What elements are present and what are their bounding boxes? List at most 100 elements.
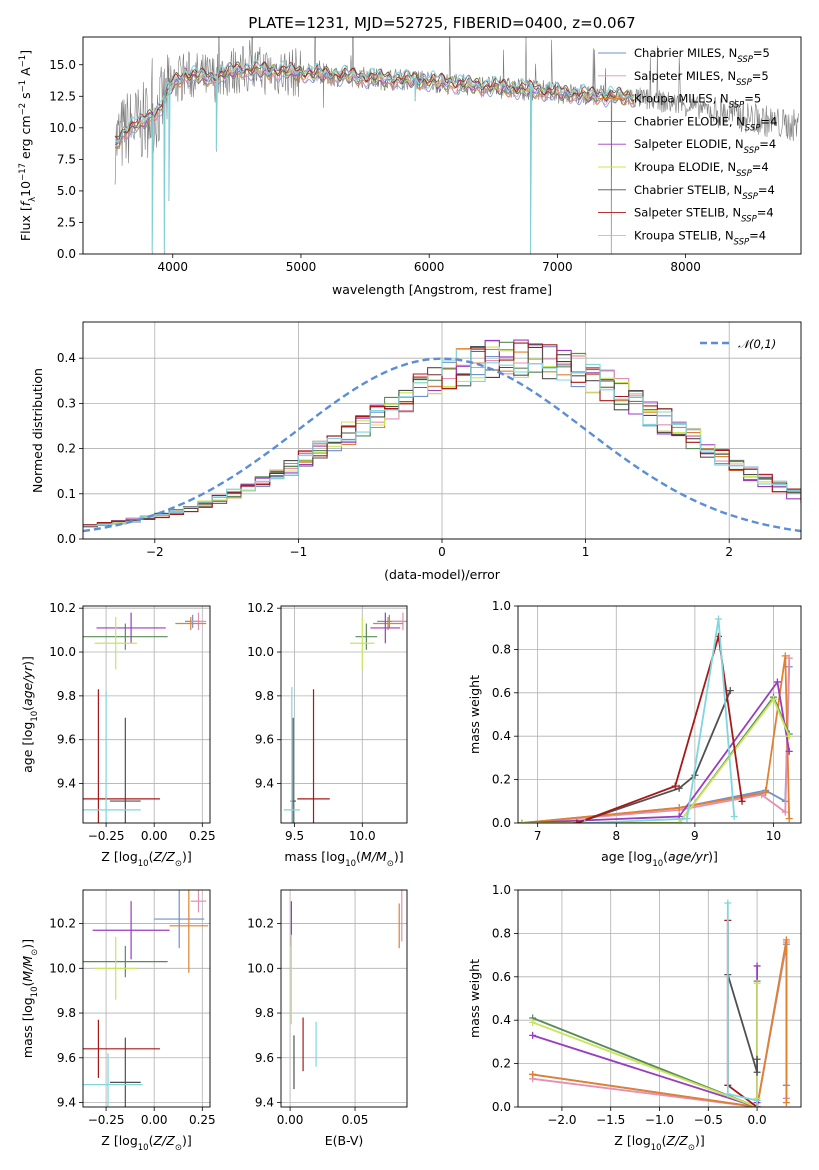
mass-vs-ebv-ytick-label-1: 9.6	[255, 1051, 274, 1065]
weight-vs-z-frame	[517, 889, 802, 1108]
histogram-kroupa_elodie	[83, 346, 801, 526]
weight-vs-z-ytick-label-0: 0.0	[492, 1100, 511, 1114]
weight-vs-z-marker-kroupa_stelib-1	[724, 1090, 732, 1098]
age-vs-z-xtick-label-2: 0.25	[189, 829, 216, 843]
weight-vs-z-marker-salpeter_elodie-2	[753, 962, 761, 970]
residuals-axes: −2 −1 0 1 2 0.0 0.1 0.2 0.3 0.4 𝒩(0,1)	[57, 321, 802, 559]
spectrum-ylabel: Flux [fλ10−17 erg cm−2 s−1 A−1]	[18, 50, 38, 241]
weight-vs-age-plot-area	[518, 615, 793, 823]
residuals-xtick-label-3: 1	[582, 545, 590, 559]
weight-vs-age-marker-kroupa_stelib-1	[683, 815, 691, 823]
weight-vs-age-ytick-label-1: 0.2	[492, 773, 511, 787]
weight-vs-age-marker-kroupa_miles-1	[675, 804, 683, 812]
weight-vs-age-marker-kroupa_stelib-0	[581, 819, 589, 823]
spectrum-xtick-label-0: 4000	[157, 260, 188, 274]
mass-vs-z-xtick-label-1: 0.00	[141, 1113, 168, 1127]
weight-vs-age-marker-kroupa_miles-4	[785, 815, 793, 823]
weight-vs-z-series-salpeter_stelib	[726, 920, 758, 1107]
weight-vs-z-marker-kroupa_stelib-0	[724, 899, 732, 907]
residuals-xlabel: (data-model)/error	[384, 567, 501, 582]
weight-vs-age-series-chabrier_elodie	[521, 696, 791, 823]
chart-title: PLATE=1231, MJD=52725, FIBERID=0400, z=0…	[248, 14, 635, 32]
weight-vs-z-marker-kroupa_miles-0	[529, 1070, 537, 1078]
weight-vs-age-ytick-label-0: 0.0	[492, 816, 511, 830]
age-vs-mass-point-salpeter_miles	[392, 612, 407, 631]
age-vs-mass-xtick-label-0: 9.5	[285, 829, 304, 843]
age-vs-z-ytick-label-3: 10.0	[49, 645, 76, 659]
mass-vs-ebv-xlabel: E(B-V)	[325, 1133, 364, 1148]
weight-vs-z-axes: −2.0 −1.5 −1.0 −0.5 0.0 0.0 0.2 0.4 0.6 0.8 1.0	[492, 883, 802, 1127]
age-vs-mass-point-salpeter_stelib	[297, 689, 330, 823]
weight-vs-z-ytick-label-4: 0.8	[492, 926, 511, 940]
mass-vs-z-point-salpeter_elodie	[92, 901, 170, 960]
mass-vs-ebv-xtick-label-1: 0.05	[342, 1113, 369, 1127]
age-vs-mass-frame	[280, 605, 408, 824]
weight-vs-age-series-salpeter_elodie	[521, 681, 791, 823]
weight-vs-z-xtick-label-4: 0.0	[748, 1113, 767, 1127]
mass-vs-z-axes: −0.25 0.00 0.25 9.4 9.6 9.8 10.0 10.2	[49, 889, 216, 1127]
weight-vs-age-marker-kroupa_miles-2	[762, 789, 770, 797]
weight-vs-z-ytick-label-2: 0.4	[492, 1013, 511, 1027]
residuals-ytick-label-4: 0.4	[57, 351, 76, 365]
weight-vs-age-frame	[517, 605, 802, 824]
weight-vs-age-marker-kroupa_stelib-3	[730, 812, 738, 820]
mass-vs-z-point-chabrier_stelib	[109, 1037, 141, 1107]
spectrum-xtick-label-4: 8000	[670, 260, 701, 274]
mass-vs-ebv-ytick-label-3: 10.0	[247, 961, 274, 975]
mass-vs-z-point-kroupa_miles	[169, 890, 209, 973]
spectrum-ytick-label-0: 0.0	[57, 247, 76, 261]
residuals-ytick-label-3: 0.3	[57, 396, 76, 410]
mass-vs-ebv-xtick-label-0: 0.00	[277, 1113, 304, 1127]
weight-vs-z-ytick-label-5: 1.0	[492, 883, 511, 897]
mass-vs-ebv-ytick-label-4: 10.2	[247, 917, 274, 931]
weight-vs-age-marker-salpeter_elodie-3	[785, 747, 793, 755]
residuals-ytick-label-2: 0.2	[57, 442, 76, 456]
weight-vs-z-marker-kroupa_stelib-2	[753, 1096, 761, 1104]
model-spectrum-kroupa_stelib	[114, 58, 635, 252]
weight-vs-z-series-chabrier_stelib	[726, 974, 758, 1074]
mass-vs-z-xtick-label-0: −0.25	[88, 1113, 125, 1127]
weight-vs-z-xtick-label-2: −1.0	[645, 1113, 674, 1127]
weight-vs-age-series-chabrier_stelib	[576, 690, 732, 823]
age-vs-mass-point-kroupa_elodie	[350, 616, 375, 670]
age-vs-z-plot-area	[83, 612, 207, 823]
residuals-xtick-label-2: 0	[438, 545, 446, 559]
mass-vs-z-ytick-label-2: 9.8	[57, 1006, 76, 1020]
mass-vs-ebv-axes: 0.00 0.05 9.4 9.6 9.8 10.0 10.2	[247, 889, 408, 1127]
weight-vs-z-xtick-label-1: −1.5	[596, 1113, 625, 1127]
mass-vs-z-frame	[82, 889, 211, 1108]
mass-vs-z-xlabel: Z [log10(Z/Z⊙)]	[101, 1133, 191, 1153]
mass-vs-z-point-kroupa_elodie	[94, 936, 137, 1000]
model-spectrum-kroupa_elodie	[114, 61, 635, 140]
age-vs-z-point-kroupa_stelib	[83, 691, 141, 823]
spectrum-frame	[82, 36, 802, 255]
weight-vs-z-ytick-label-3: 0.6	[492, 970, 511, 984]
weight-vs-z-xlabel: Z [log10(Z/Z⊙)]	[614, 1133, 704, 1153]
weight-vs-z-marker-kroupa_miles-2	[782, 936, 790, 944]
weight-vs-age-marker-kroupa_miles-3	[781, 652, 789, 660]
residuals-plot-area	[83, 339, 801, 533]
weight-vs-z-series-salpeter_elodie	[532, 965, 758, 1107]
age-vs-z-ytick-label-0: 9.4	[57, 777, 76, 791]
weight-vs-age-marker-salpeter_elodie-2	[773, 678, 781, 686]
weight-vs-age-marker-kroupa_elodie-1	[675, 819, 683, 823]
age-vs-mass-point-chabrier_elodie	[355, 623, 378, 650]
normal-legend-label: 𝒩(0,1)	[738, 337, 776, 351]
mass-vs-z-point-salpeter_miles	[190, 890, 207, 913]
weight-vs-age-xtick-label-2: 9	[691, 829, 699, 843]
mass-vs-ebv-plot-area	[290, 890, 403, 1090]
weight-vs-z-xtick-label-0: −2.0	[547, 1113, 576, 1127]
weight-vs-age-series-salpeter_stelib	[576, 635, 743, 823]
age-vs-z-axes: −0.25 0.00 0.25 9.4 9.6 9.8 10.0 10.2	[49, 601, 216, 843]
weight-vs-age-ytick-label-3: 0.6	[492, 686, 511, 700]
residuals-ytick-label-1: 0.1	[57, 487, 76, 501]
normal-reference-curve	[83, 357, 801, 533]
weight-vs-age-series-salpeter_miles	[521, 658, 791, 823]
age-vs-mass-point-salpeter_elodie	[370, 612, 401, 644]
weight-vs-age-ytick-label-4: 0.8	[492, 642, 511, 656]
legend-label-chabrier_elodie: Chabrier ELODIE, NSSP=4	[634, 114, 777, 133]
mass-vs-z-point-salpeter_stelib	[83, 1019, 160, 1078]
weight-vs-age-marker-kroupa_elodie-2	[769, 695, 777, 703]
weight-vs-z-marker-kroupa_miles-3	[782, 1099, 790, 1107]
model-spectrum-salpeter_stelib	[114, 61, 635, 140]
